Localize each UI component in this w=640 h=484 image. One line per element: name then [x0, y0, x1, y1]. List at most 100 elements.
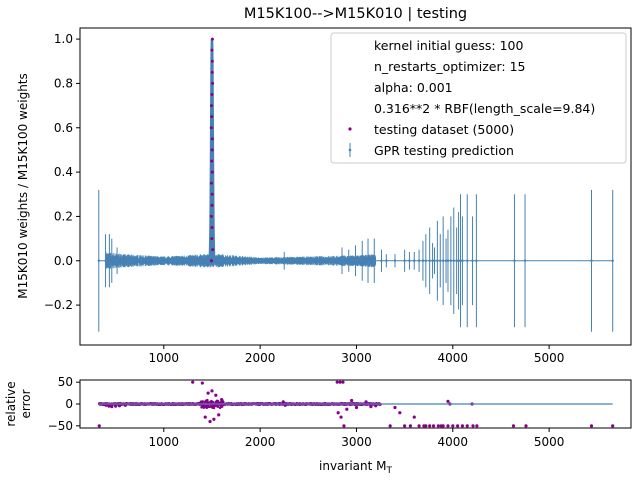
top-x-tick-label: 3000 — [341, 351, 372, 365]
bottom-y-axis-label-line2: error — [19, 389, 33, 418]
bottom-x-tick-label: 3000 — [341, 435, 372, 449]
relative-error-point — [191, 380, 195, 384]
x-axis-label-subscript: T — [386, 466, 393, 476]
bottom-x-tick-label: 2000 — [245, 435, 276, 449]
relative-error-point — [398, 411, 402, 415]
testing-point — [210, 159, 214, 163]
testing-point — [211, 81, 215, 85]
bottom-x-tick-label: 4000 — [438, 435, 469, 449]
relative-error-point — [341, 380, 345, 384]
testing-point — [210, 237, 214, 241]
testing-point — [210, 93, 214, 97]
top-y-tick-label: 0.2 — [54, 209, 73, 223]
top-y-tick-label: 0.0 — [54, 254, 73, 268]
testing-point — [210, 170, 214, 174]
testing-point — [209, 181, 213, 185]
prediction-point — [366, 259, 370, 262]
prediction-point — [393, 259, 397, 262]
top-y-tick-label: 0.8 — [54, 76, 73, 90]
relative-error-point — [339, 415, 343, 419]
prediction-point — [354, 259, 357, 262]
testing-point — [210, 37, 214, 41]
relative-error-point — [220, 398, 224, 402]
legend-label-testing: testing dataset (5000) — [374, 122, 514, 137]
prediction-point — [424, 259, 428, 262]
relative-error-point — [524, 424, 528, 428]
relative-error-point — [210, 389, 214, 393]
top-plot-area — [79, 27, 632, 346]
legend: kernel initial guess: 100 n_restarts_opt… — [330, 32, 627, 164]
bottom-y-tick-label: 50 — [58, 375, 73, 389]
relative-error-point — [364, 400, 368, 404]
testing-point — [210, 226, 214, 230]
relative-error-point — [114, 404, 118, 408]
relative-error-point — [460, 424, 465, 428]
prediction-point — [408, 259, 411, 262]
relative-error-point — [403, 424, 407, 428]
relative-error-point — [336, 411, 340, 415]
prediction-point — [115, 259, 119, 262]
relative-error-point — [424, 424, 428, 428]
testing-point — [210, 70, 214, 74]
relative-error-point — [217, 413, 221, 417]
relative-error-point — [354, 405, 359, 410]
bottom-x-axis-label: invariant MT — [319, 459, 393, 476]
testing-point — [209, 126, 213, 130]
prediction-point — [444, 259, 448, 262]
bottom-y-tick-label: −50 — [48, 419, 73, 433]
top-x-tick-label: 4000 — [438, 351, 469, 365]
bottom-y-tick-label: 0 — [65, 397, 73, 411]
relative-error-point — [456, 424, 460, 428]
prediction-point — [97, 259, 100, 262]
relative-error-point — [208, 405, 211, 409]
prediction-point — [104, 259, 107, 262]
relative-error-point — [281, 400, 285, 404]
prediction-point — [283, 259, 286, 262]
relative-error-point — [446, 399, 450, 403]
prediction-point — [471, 259, 474, 262]
chart-title: M15K100-->M15K010 | testing — [244, 6, 467, 22]
relative-error-point — [216, 405, 220, 408]
prediction-point — [373, 259, 376, 262]
testing-point — [210, 48, 214, 52]
relative-error-point — [446, 424, 450, 428]
top-y-tick-label: −0.2 — [44, 298, 73, 312]
relative-error-point — [203, 415, 207, 419]
prediction-point — [455, 259, 458, 262]
prediction-point — [466, 259, 469, 262]
legend-text-kernel-guess: kernel initial guess: 100 — [374, 38, 523, 53]
relative-error-point — [388, 424, 392, 428]
prediction-point — [457, 259, 460, 262]
relative-error-point — [335, 380, 339, 384]
relative-error-point — [417, 424, 421, 428]
prediction-point — [433, 259, 436, 262]
relative-error-point — [206, 391, 210, 395]
top-x-tick-label: 1000 — [149, 351, 180, 365]
relative-error-point — [374, 404, 378, 408]
relative-error-point — [211, 400, 215, 404]
bottom-plot-data — [97, 380, 615, 428]
testing-point — [210, 148, 214, 152]
relative-error-point — [393, 405, 397, 410]
testing-point — [210, 192, 214, 196]
testing-point — [210, 137, 214, 141]
prediction-point — [108, 259, 111, 262]
bottom-axis-ticks: 1000 2000 3000 4000 5000 −50 0 50 — [48, 375, 565, 449]
relative-error-point — [465, 424, 469, 428]
prediction-point — [590, 259, 593, 262]
prediction-point — [459, 259, 462, 262]
relative-error-point — [451, 424, 455, 428]
prediction-point — [385, 259, 388, 262]
prediction-point — [446, 259, 450, 262]
relative-error-point — [97, 424, 101, 428]
relative-error-point — [212, 406, 216, 410]
relative-error-point — [611, 424, 615, 428]
top-x-tick-label: 5000 — [534, 351, 565, 365]
testing-point — [210, 203, 214, 207]
relative-error-point — [206, 398, 209, 402]
relative-error-point — [431, 424, 436, 428]
top-y-tick-label: 0.6 — [54, 121, 73, 135]
legend-marker-prediction-dot — [348, 148, 352, 152]
legend-marker-testing — [348, 127, 352, 131]
relative-error-point — [107, 404, 111, 408]
